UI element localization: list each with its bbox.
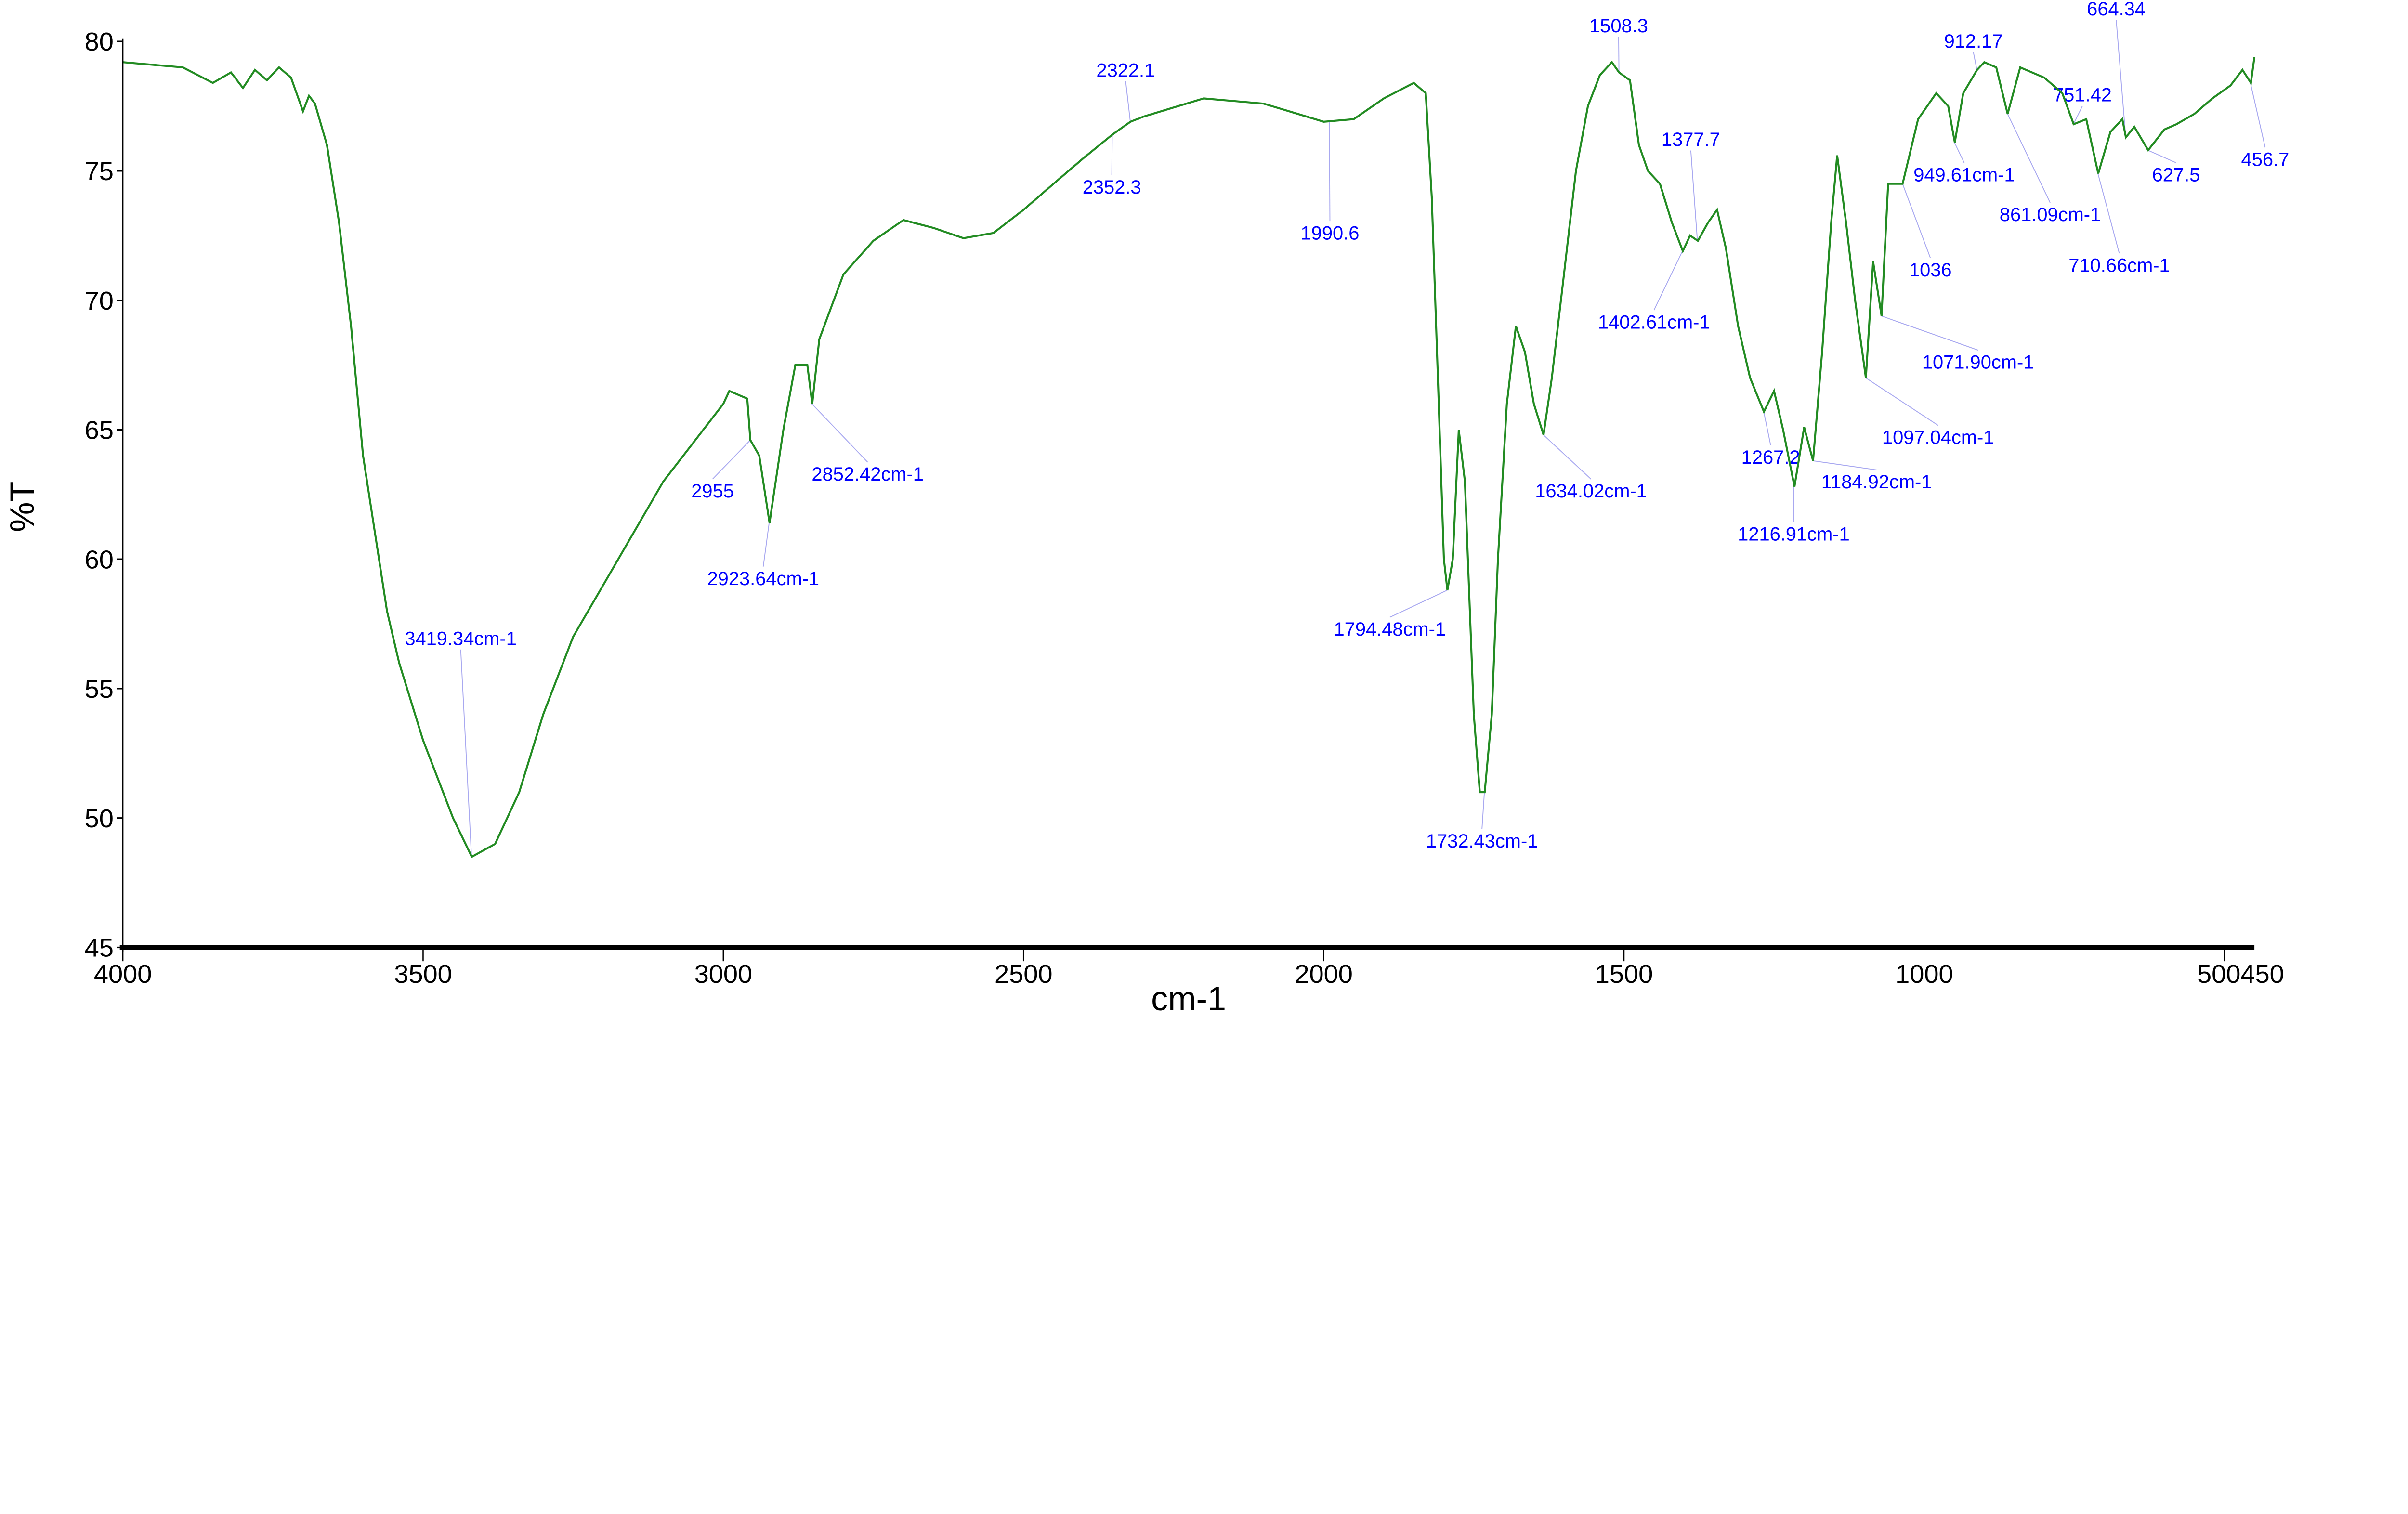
peak-label: 1184.92cm-1 — [1821, 471, 1932, 493]
annotation-leader — [762, 522, 770, 567]
x-tick-label: 500 — [2197, 960, 2240, 989]
annotation-leader — [1690, 150, 1698, 241]
annotation-leader — [2097, 173, 2120, 254]
annotation-leader — [712, 440, 751, 480]
y-tick-label: 65 — [85, 416, 114, 445]
y-tick-label: 55 — [85, 675, 114, 704]
y-ticks: 45 50 55 60 65 70 75 80 — [85, 27, 123, 963]
peak-label: 710.66cm-1 — [2068, 255, 2170, 276]
annotation-leader — [2116, 20, 2126, 138]
peak-label: 2352.3 — [1083, 177, 1141, 198]
annotation-leader — [1973, 52, 1977, 70]
x-tick-label: 4000 — [94, 960, 152, 989]
ir-spectrum-chart: 3419.34cm-1 2955 2923.64cm-1 2852.42cm-1 232… — [3, 0, 2289, 1012]
x-tick-label: 2000 — [1295, 960, 1353, 989]
annotation-leader — [1329, 121, 1331, 222]
peak-label: 2923.64cm-1 — [707, 568, 820, 589]
peak-label: 627.5 — [2152, 164, 2200, 185]
annotation-leader — [1902, 183, 1931, 259]
x-tick-label: 2500 — [995, 960, 1053, 989]
spectrum-line — [122, 57, 2256, 859]
x-tick-label: 3500 — [394, 960, 452, 989]
peak-annotations: 3419.34cm-1 2955 2923.64cm-1 2852.42cm-1 232… — [405, 0, 2289, 857]
annotation-leader — [1881, 315, 1978, 351]
peak-label: 1097.04cm-1 — [1882, 427, 1994, 448]
x-tick-label: 3000 — [694, 960, 753, 989]
peak-label: 1634.02cm-1 — [1535, 481, 1647, 502]
peak-label: 664.34 — [2087, 0, 2146, 20]
y-tick-label: 80 — [85, 27, 114, 56]
x-tick-label: 1000 — [1895, 960, 1953, 989]
peak-label: 2955 — [691, 481, 734, 502]
peak-label: 949.61cm-1 — [1913, 164, 2015, 185]
annotation-leader — [460, 649, 472, 857]
x-tick-label: 1500 — [1595, 960, 1653, 989]
x-tick-label: 450 — [2240, 960, 2284, 989]
y-tick-label: 45 — [85, 934, 114, 963]
annotation-leader — [2147, 149, 2176, 163]
annotation-leader — [2250, 82, 2266, 148]
peak-label: 1990.6 — [1301, 222, 1360, 244]
peak-label: 1508.3 — [1589, 15, 1648, 37]
y-tick-label: 60 — [85, 545, 114, 574]
annotation-leader — [1763, 411, 1771, 445]
peak-label: 3419.34cm-1 — [405, 628, 517, 649]
peak-label: 1071.90cm-1 — [1922, 352, 2034, 373]
annotation-leader — [1481, 792, 1485, 829]
peak-label: 861.09cm-1 — [2000, 204, 2101, 225]
y-tick-label: 75 — [85, 157, 114, 186]
peak-label: 1732.43cm-1 — [1426, 831, 1538, 852]
y-axis-label: %T — [3, 482, 41, 532]
peak-label: 1377.7 — [1662, 129, 1720, 150]
x-axis-label: cm-1 — [1151, 979, 1226, 1012]
annotation-leader — [1543, 434, 1592, 480]
y-tick-label: 50 — [85, 804, 114, 833]
annotation-leader — [811, 403, 868, 463]
peak-label: 1794.48cm-1 — [1334, 619, 1446, 640]
annotation-leader — [1865, 378, 1938, 426]
y-tick-label: 70 — [85, 287, 114, 315]
peak-label: 1402.61cm-1 — [1598, 312, 1710, 333]
x-ticks: 4000 3500 3000 2500 2000 1500 1000 500 450 — [94, 947, 2284, 989]
annotation-leader — [2007, 114, 2051, 203]
annotation-leader — [2073, 105, 2083, 125]
peak-label: 1216.91cm-1 — [1738, 523, 1850, 545]
annotation-leader — [1954, 142, 1965, 163]
peak-label: 456.7 — [2241, 149, 2290, 170]
annotation-leader — [1653, 251, 1683, 311]
peak-label: 2852.42cm-1 — [811, 464, 924, 485]
annotation-leader — [1813, 460, 1877, 470]
annotation-leader — [1389, 589, 1448, 618]
peak-label: 751.42 — [2053, 84, 2112, 105]
peak-label: 2322.1 — [1096, 60, 1155, 81]
peak-label: 912.17 — [1944, 31, 2003, 52]
annotation-leader — [1125, 81, 1131, 122]
peak-label: 1036 — [1909, 260, 1952, 281]
peak-label: 1267.2 — [1741, 447, 1800, 468]
